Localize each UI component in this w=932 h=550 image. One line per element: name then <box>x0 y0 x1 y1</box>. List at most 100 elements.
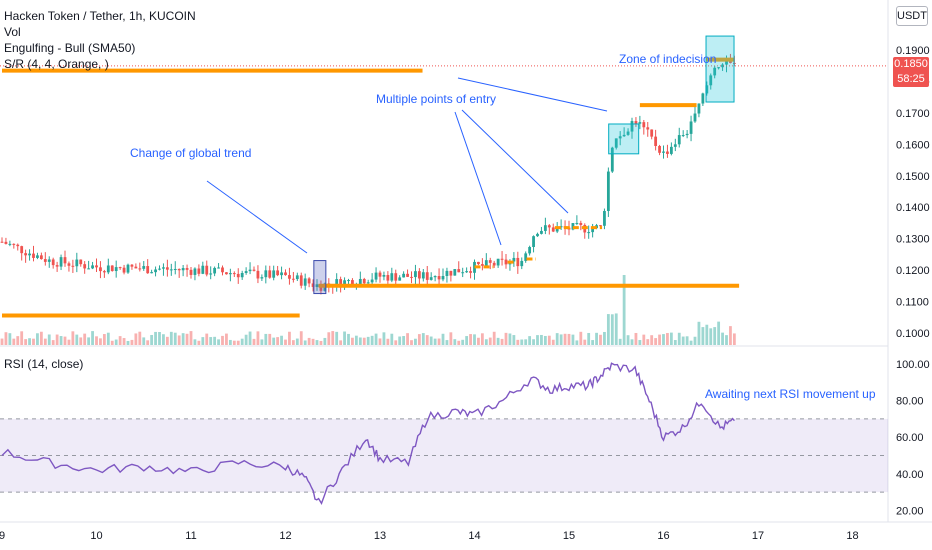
date-tick-label: 17 <box>752 530 764 542</box>
candle-body <box>158 268 161 270</box>
volume-bar <box>134 333 138 345</box>
volume-bar <box>713 327 717 345</box>
date-tick-label: 14 <box>468 530 480 542</box>
candle-body <box>63 257 67 264</box>
candle-body <box>248 269 252 272</box>
candle-body <box>16 244 20 247</box>
volume-bar <box>102 334 106 345</box>
volume-bar <box>488 337 492 345</box>
volume-bar <box>693 336 697 345</box>
candle-body <box>134 266 138 269</box>
candle-body <box>622 134 626 137</box>
candle-body <box>669 146 673 154</box>
volume-bar <box>646 339 650 345</box>
volume-bar <box>63 336 67 345</box>
volume-bar <box>272 337 276 345</box>
volume-bar <box>725 335 728 345</box>
date-tick-label: 13 <box>374 530 386 542</box>
volume-bar <box>732 333 736 345</box>
currency-badge[interactable]: USDT <box>896 6 928 26</box>
volume-bar <box>87 337 91 345</box>
candle-body <box>347 280 350 282</box>
candle-body <box>71 265 75 267</box>
volume-bar <box>189 331 193 345</box>
volume-bar <box>366 336 370 345</box>
volume-bar <box>177 335 181 345</box>
candle-body <box>28 253 31 256</box>
volume-bar <box>429 336 433 345</box>
candle-body <box>453 269 457 276</box>
candle-body <box>421 272 425 279</box>
candle-body <box>465 271 469 273</box>
volume-bar <box>614 313 618 345</box>
volume-bar <box>110 340 114 345</box>
volume-bar <box>59 336 63 345</box>
candle-body <box>288 275 291 279</box>
candle-body <box>701 93 705 104</box>
volume-bar <box>717 321 721 345</box>
candle-body <box>496 258 500 266</box>
candle-body <box>437 276 441 280</box>
volume-bar <box>445 340 449 345</box>
volume-bar <box>327 332 331 345</box>
candle-body <box>536 233 539 237</box>
volume-bar <box>201 337 205 345</box>
rsi-legend: RSI (14, close) <box>4 356 83 372</box>
volume-bar <box>106 332 110 345</box>
price-tick-label: 0.1100 <box>896 296 929 308</box>
candle-body <box>461 272 465 274</box>
volume-bar <box>339 340 343 345</box>
candle-body <box>394 273 398 281</box>
indicator-sr[interactable]: S/R (4, 4, Orange, ) <box>4 57 109 71</box>
volume-bar <box>12 338 16 345</box>
entry-annotation: Multiple points of entry <box>376 92 496 106</box>
candle-body <box>555 227 559 232</box>
volume-bar <box>441 333 445 345</box>
price-tick-label: 0.1400 <box>896 202 930 214</box>
volume-bar <box>181 333 185 345</box>
volume-bar <box>236 340 240 345</box>
candle-body <box>8 243 12 245</box>
candle-body <box>441 275 445 280</box>
candle-body <box>646 127 650 130</box>
volume-bar <box>362 337 366 345</box>
candle-body <box>150 272 154 274</box>
volume-bar <box>331 331 335 345</box>
zone-annotation: Zone of indecision <box>619 52 716 66</box>
candle-body <box>47 259 51 262</box>
symbol-title[interactable]: Hacken Token / Tether, 1h, KUCOIN <box>4 9 196 23</box>
volume-bar <box>410 340 413 345</box>
volume-bar <box>197 340 201 345</box>
candle-body <box>551 227 555 232</box>
volume-bar <box>555 333 559 345</box>
volume-bar <box>280 335 283 345</box>
candle-body <box>169 269 173 271</box>
volume-bar <box>252 338 256 345</box>
candle-body <box>414 271 417 278</box>
volume-bar <box>579 331 583 345</box>
volume-bar <box>390 333 394 345</box>
candle-body <box>91 265 94 269</box>
volume-bar <box>457 340 461 345</box>
volume-bar <box>642 334 646 345</box>
volume-bar <box>343 331 346 345</box>
volume-bar <box>303 340 307 345</box>
trend-annotation: Change of global trend <box>130 146 251 160</box>
indicator-vol[interactable]: Vol <box>4 25 21 39</box>
volume-bar <box>595 332 598 345</box>
volume-bar <box>221 335 224 345</box>
volume-bar <box>437 338 441 345</box>
volume-bar <box>260 339 264 345</box>
candle-body <box>500 258 504 260</box>
candle-body <box>162 267 165 269</box>
candle-body <box>532 236 535 247</box>
candle-body <box>370 279 374 283</box>
volume-bar <box>169 331 173 345</box>
candle-body <box>366 282 370 284</box>
indicator-engulfing[interactable]: Engulfing - Bull (SMA50) <box>4 41 136 55</box>
volume-bar <box>638 340 642 345</box>
volume-bar <box>606 314 610 345</box>
rsi-title[interactable]: RSI (14, close) <box>4 357 84 371</box>
candle-body <box>654 136 658 146</box>
volume-bar <box>146 340 150 345</box>
